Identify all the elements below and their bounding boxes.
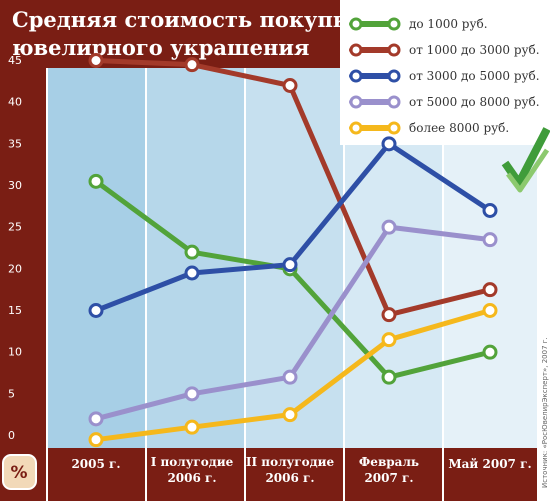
series-4-point [482, 232, 498, 248]
y-tick-label: 40 [8, 96, 22, 109]
source-note: Источник: «РосЮвелирЭксперт», 2007 г. [541, 337, 549, 488]
y-tick-label: 35 [8, 137, 22, 150]
series-2-point [88, 53, 104, 68]
series-3-point [381, 136, 397, 152]
y-tick-label: 45 [8, 54, 22, 67]
percent-badge: % [2, 454, 37, 490]
legend-label-2: от 1000 до 3000 руб. [409, 43, 540, 57]
series-4-point [282, 369, 298, 385]
legend-marker [387, 17, 401, 31]
series-5-point [482, 303, 498, 318]
y-tick-label: 0 [8, 429, 15, 442]
series-1-point [381, 369, 397, 385]
legend-marker [349, 17, 363, 31]
title-band [0, 0, 340, 68]
series-1-point [184, 244, 200, 260]
x-axis-categories: 2005 г. I полугодие 2006 г. II полугодие 200… [71, 455, 531, 485]
legend-marker [349, 121, 363, 135]
series-2-point [282, 78, 298, 93]
series-4-point [381, 219, 397, 235]
legend-marker [349, 95, 363, 109]
y-tick-label: 5 [8, 387, 15, 400]
series-4-point [88, 411, 104, 427]
series-3-point [482, 203, 498, 218]
percent-badge-text: % [10, 463, 27, 483]
series-1-point [88, 173, 104, 189]
check-mark-icon [501, 127, 550, 193]
y-tick-label: 10 [8, 346, 22, 359]
series-2-point [482, 282, 498, 298]
legend-label-4: от 5000 до 8000 руб. [409, 95, 540, 109]
series-5-point [184, 419, 200, 435]
series-1-point [482, 344, 498, 360]
series-3-point [184, 265, 200, 281]
series-5-point [282, 407, 298, 423]
category-band [0, 448, 537, 501]
x-tick-label: I полугодие 2006 г. [151, 455, 234, 485]
series-3-point [282, 257, 298, 273]
column-bg-4 [344, 145, 443, 448]
series-4-point [184, 386, 200, 402]
series-5-point [381, 332, 397, 348]
x-tick-label: Февраль 2007 г. [359, 455, 419, 485]
x-tick-label: II полугодие 2006 г. [246, 455, 335, 485]
series-lines [88, 53, 498, 448]
x-tick-label: 2005 г. [71, 457, 120, 471]
legend-marker [349, 69, 363, 83]
series-2-point [381, 307, 397, 323]
legend-marker [349, 43, 363, 57]
legend-marker [387, 43, 401, 57]
column-bg-1 [47, 68, 146, 448]
legend-marker [387, 121, 401, 135]
y-axis-band [0, 68, 47, 450]
legend-label-3: от 3000 до 5000 руб. [409, 69, 540, 83]
legend: до 1000 руб. от 1000 до 3000 руб. от 3000 … [349, 17, 540, 135]
legend-marker [387, 95, 401, 109]
legend-marker [387, 69, 401, 83]
y-tick-label: 20 [8, 262, 22, 275]
y-tick-label: 15 [8, 304, 22, 317]
series-2-point [184, 57, 200, 73]
chart-title-line-1: Средняя стоимость покупки [12, 7, 364, 32]
legend-label-1: до 1000 руб. [409, 17, 488, 31]
y-axis-ticks: 0 5 10 15 20 25 30 35 40 45 [8, 54, 22, 442]
chart-title-line-2: ювелирного украшения [12, 35, 309, 60]
legend-label-5: более 8000 руб. [409, 121, 509, 135]
x-tick-label: Май 2007 г. [448, 457, 531, 471]
series-3-point [88, 303, 104, 318]
series-5-point [88, 432, 104, 448]
y-tick-label: 30 [8, 179, 22, 192]
y-tick-label: 25 [8, 221, 22, 234]
